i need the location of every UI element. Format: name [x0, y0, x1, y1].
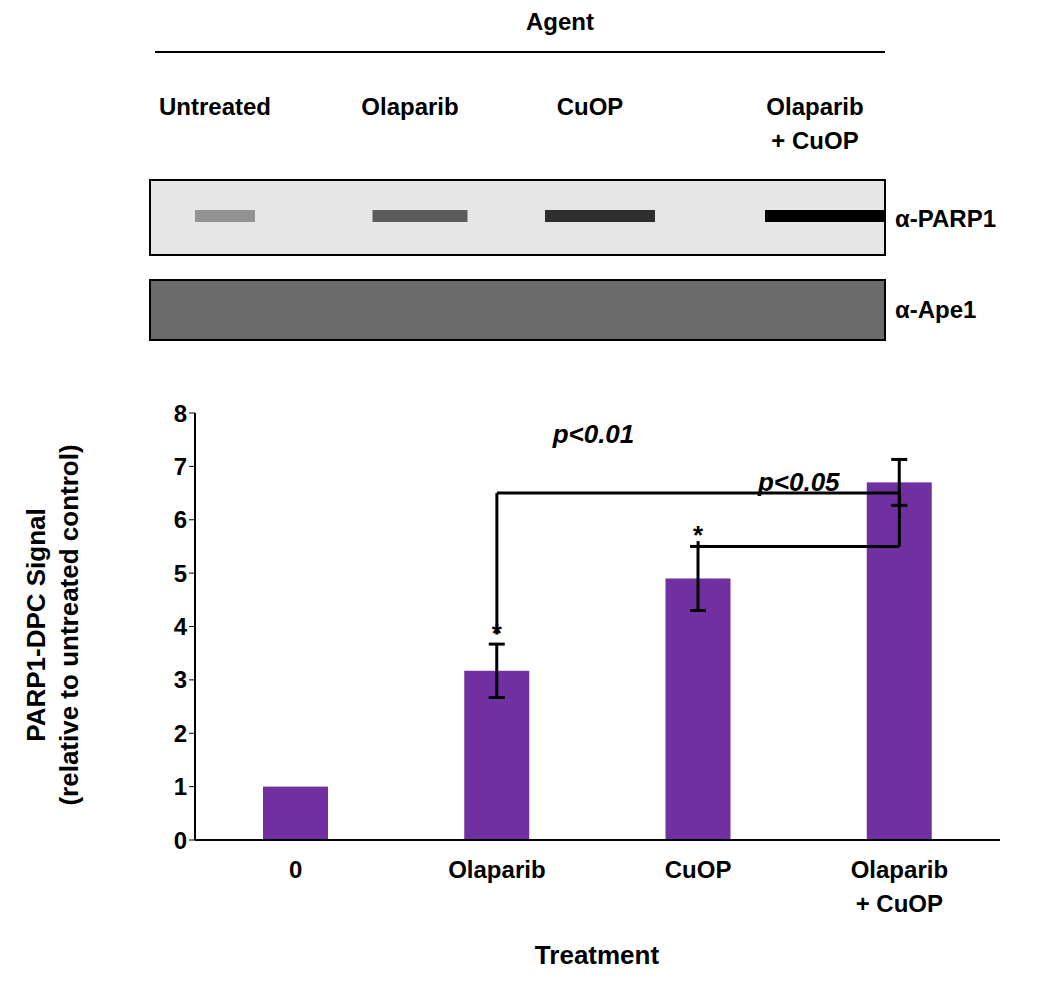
html-text:(relative to untreated control: (relative to untreated control) — [54, 444, 84, 806]
svg-text:0: 0 — [289, 856, 302, 883]
svg-text:2: 2 — [174, 720, 187, 747]
html-text:PARP1-DPC Signal: PARP1-DPC Signal — [21, 508, 51, 742]
svg-text:4: 4 — [174, 613, 188, 640]
svg-text:α-Ape1: α-Ape1 — [895, 296, 976, 323]
svg-text:8: 8 — [174, 400, 187, 427]
svg-text:CuOP: CuOP — [665, 856, 732, 883]
svg-text:5: 5 — [174, 560, 187, 587]
svg-text:p<0.05: p<0.05 — [757, 467, 840, 497]
svg-text:Olaparib+ CuOP: Olaparib+ CuOP — [766, 93, 863, 154]
svg-text:Olaparib+ CuOP: Olaparib+ CuOP — [851, 856, 948, 917]
svg-text:0: 0 — [174, 827, 187, 854]
svg-text:CuOP: CuOP — [557, 93, 624, 120]
html-text:Treatment: Treatment — [534, 940, 660, 970]
svg-text:Untreated: Untreated — [159, 93, 271, 120]
svg-text:p<0.01: p<0.01 — [552, 419, 635, 449]
svg-text:Agent: Agent — [526, 8, 594, 35]
svg-text:α-PARP1: α-PARP1 — [895, 205, 996, 232]
svg-text:Olaparib: Olaparib — [361, 93, 458, 120]
svg-text:6: 6 — [174, 506, 187, 533]
svg-text:Olaparib: Olaparib — [448, 856, 545, 883]
svg-text:3: 3 — [174, 666, 187, 693]
svg-text:1: 1 — [174, 773, 187, 800]
svg-text:7: 7 — [174, 453, 187, 480]
